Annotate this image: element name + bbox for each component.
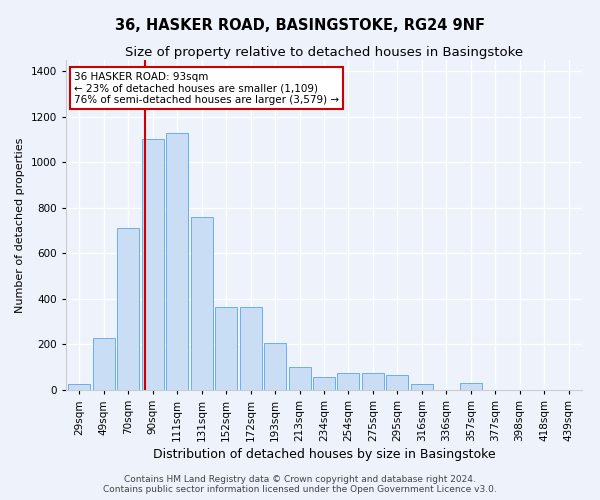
Text: 36 HASKER ROAD: 93sqm
← 23% of detached houses are smaller (1,109)
76% of semi-d: 36 HASKER ROAD: 93sqm ← 23% of detached …	[74, 72, 339, 105]
Bar	[239, 307, 262, 390]
Bar	[264, 344, 286, 390]
Bar	[68, 384, 91, 390]
Bar	[460, 382, 482, 390]
Bar	[215, 307, 237, 390]
Title: Size of property relative to detached houses in Basingstoke: Size of property relative to detached ho…	[125, 46, 523, 59]
Bar	[411, 384, 433, 390]
Bar	[142, 138, 164, 390]
Bar	[166, 133, 188, 390]
Bar	[337, 373, 359, 390]
Bar	[118, 228, 139, 390]
X-axis label: Distribution of detached houses by size in Basingstoke: Distribution of detached houses by size …	[152, 448, 496, 461]
Text: 36, HASKER ROAD, BASINGSTOKE, RG24 9NF: 36, HASKER ROAD, BASINGSTOKE, RG24 9NF	[115, 18, 485, 32]
Bar	[191, 217, 213, 390]
Bar	[362, 373, 384, 390]
Text: Contains HM Land Registry data © Crown copyright and database right 2024.
Contai: Contains HM Land Registry data © Crown c…	[103, 474, 497, 494]
Bar	[313, 378, 335, 390]
Bar	[289, 367, 311, 390]
Bar	[93, 338, 115, 390]
Bar	[386, 374, 409, 390]
Y-axis label: Number of detached properties: Number of detached properties	[15, 138, 25, 312]
